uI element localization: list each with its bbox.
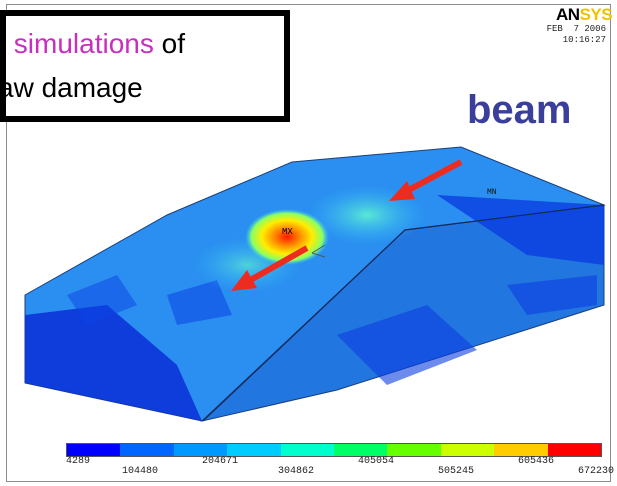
legend-swatch	[547, 444, 602, 456]
legend-swatch	[387, 444, 441, 456]
callout-line1: simulations of	[13, 28, 185, 59]
callout-box: simulations of aw damage	[0, 10, 290, 122]
arrow-lower	[231, 245, 309, 291]
legend-tick-label: 4289	[66, 456, 91, 467]
beam-label: beam	[467, 88, 572, 132]
legend-swatch	[67, 444, 121, 456]
min-marker: MN	[487, 188, 497, 197]
legend-swatch	[494, 444, 548, 456]
beam-stress-plot	[24, 146, 606, 422]
legend-tick-label: 104480	[122, 466, 159, 477]
legend-swatch	[173, 444, 228, 456]
legend-swatch	[280, 444, 335, 456]
legend-tick-label: 505245	[438, 466, 475, 477]
max-marker: MX	[282, 227, 293, 237]
timestamp: FEB 7 2006 10:16:27	[510, 24, 606, 46]
arrow-upper	[389, 159, 463, 201]
legend-tick-label: 605436	[518, 456, 555, 467]
ansys-logo: ANSYS	[556, 5, 613, 24]
plot-frame: MX MN	[6, 4, 611, 482]
legend-swatch	[120, 444, 174, 456]
date-line: FEB 7 2006	[546, 24, 606, 34]
legend-tick-label: 405054	[358, 456, 395, 467]
legend-tick-label: 304862	[278, 466, 315, 477]
legend-swatch	[440, 444, 495, 456]
callout-line2: aw damage	[0, 72, 143, 103]
time-line: 10:16:27	[562, 35, 606, 45]
legend-tick-label: 204671	[202, 456, 239, 467]
legend-tick-label: 672230	[578, 466, 615, 477]
color-legend	[66, 443, 602, 457]
legend-swatch	[334, 444, 388, 456]
legend-swatch	[227, 444, 281, 456]
